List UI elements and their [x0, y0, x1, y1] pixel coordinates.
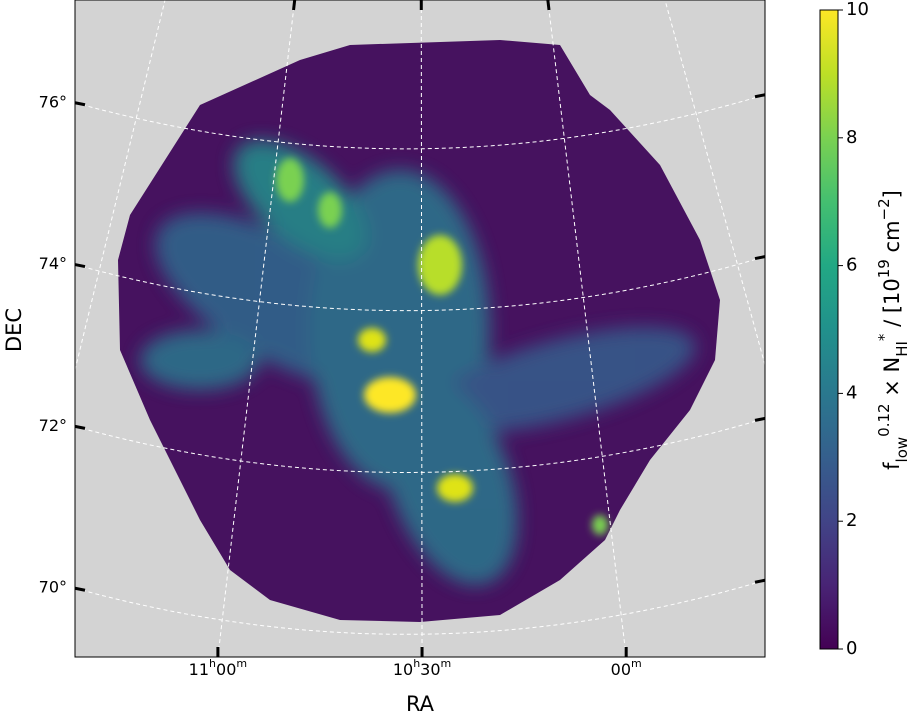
x-tick: [292, 0, 297, 11]
colorbar-tick-label: 4: [846, 382, 857, 403]
colorbar-tick-label: 0: [846, 638, 857, 659]
colorbar-tick-label: 6: [846, 255, 857, 276]
colorbar-label: flow0.12 × NHI* / [1019 cm−2]: [875, 190, 911, 470]
x-tick-label: 10h30m: [393, 657, 451, 679]
y-tick: [754, 416, 766, 422]
colorbar-tick-label: 10: [846, 0, 869, 20]
grid-line: [547, 0, 627, 657]
colorbar-tick-label: 2: [846, 510, 857, 531]
y-tick: [74, 101, 86, 107]
y-tick: [74, 424, 86, 430]
grid: [75, 0, 765, 657]
x-tick: [546, 0, 551, 11]
y-tick: [754, 93, 766, 99]
colorbar-tick-label: 8: [846, 127, 857, 148]
x-tick-label: 00m: [611, 657, 642, 679]
y-tick-label: 72°: [39, 416, 67, 435]
hi-map: [118, 40, 720, 622]
grid-line: [664, 0, 765, 366]
y-tick: [754, 255, 766, 261]
y-axis-label: DEC: [2, 308, 26, 352]
grid-line: [75, 94, 765, 150]
y-tick: [754, 578, 766, 584]
grid-line: [217, 0, 296, 657]
x-tick-label: 11h00m: [189, 657, 247, 679]
grid-line: [75, 0, 166, 371]
grid-line: [75, 256, 765, 312]
y-tick-label: 76°: [39, 92, 67, 111]
grid-line: [75, 579, 765, 635]
y-tick: [74, 263, 86, 269]
grid-line: [75, 417, 765, 473]
y-tick: [74, 586, 86, 592]
y-tick-label: 74°: [39, 254, 67, 273]
x-axis-label: RA: [406, 692, 435, 716]
grid-line: [420, 0, 423, 657]
plot-frame: [74, 0, 766, 658]
colorbar: [819, 9, 839, 650]
y-tick-label: 70°: [39, 578, 67, 597]
